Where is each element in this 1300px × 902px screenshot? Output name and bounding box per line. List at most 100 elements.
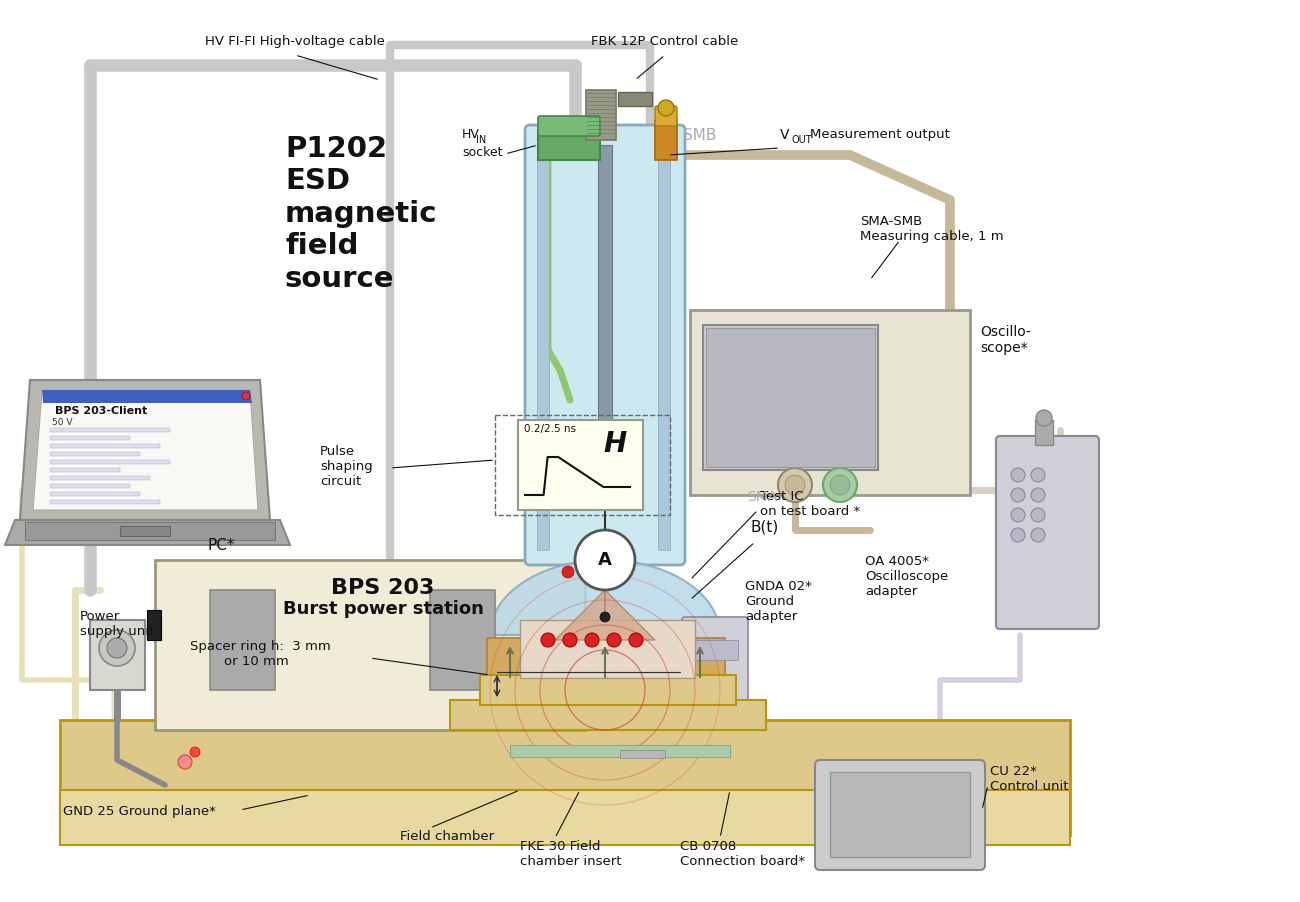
FancyBboxPatch shape: [815, 760, 985, 870]
Text: FBK 12P Control cable: FBK 12P Control cable: [592, 35, 738, 48]
Circle shape: [658, 100, 673, 116]
Bar: [655, 120, 677, 160]
Bar: [25, 522, 276, 540]
Bar: [120, 526, 170, 536]
FancyBboxPatch shape: [655, 106, 677, 126]
Bar: [49, 468, 120, 472]
Bar: [537, 145, 549, 550]
Text: SMA-SMB
Measuring cable, 1 m: SMA-SMB Measuring cable, 1 m: [861, 215, 1004, 243]
Polygon shape: [32, 390, 257, 510]
Circle shape: [178, 755, 192, 769]
Text: CU 22*
Control unit: CU 22* Control unit: [991, 765, 1069, 793]
Circle shape: [1031, 488, 1045, 502]
Bar: [690, 310, 970, 495]
Text: V: V: [780, 128, 789, 142]
Bar: [49, 484, 130, 488]
Text: Pulse
shaping
circuit: Pulse shaping circuit: [320, 445, 373, 488]
Bar: [60, 720, 1070, 835]
Text: B(t): B(t): [750, 520, 779, 535]
Text: H: H: [603, 430, 627, 458]
Bar: [49, 492, 140, 496]
Bar: [49, 452, 140, 456]
Circle shape: [1031, 528, 1045, 542]
Bar: [495, 415, 670, 515]
Circle shape: [562, 566, 575, 578]
Text: BPS 203: BPS 203: [332, 578, 434, 598]
Bar: [49, 460, 170, 464]
Text: P1202
ESD
magnetic
field
source: P1202 ESD magnetic field source: [285, 135, 438, 292]
Text: Power
supply unit: Power supply unit: [81, 610, 155, 638]
Bar: [450, 700, 766, 730]
Bar: [1035, 420, 1053, 445]
Circle shape: [107, 638, 127, 658]
Circle shape: [601, 612, 610, 622]
Bar: [620, 750, 666, 758]
Bar: [60, 790, 1070, 845]
Bar: [517, 420, 644, 510]
Text: OA 4005*
Oscilloscope
adapter: OA 4005* Oscilloscope adapter: [864, 555, 948, 598]
Text: BPS 203-Client: BPS 203-Client: [55, 406, 147, 416]
Bar: [658, 145, 670, 550]
Bar: [510, 745, 731, 757]
Bar: [49, 428, 170, 432]
Circle shape: [629, 633, 644, 647]
FancyBboxPatch shape: [538, 116, 601, 136]
Circle shape: [785, 475, 805, 495]
Circle shape: [1036, 410, 1052, 426]
Bar: [618, 92, 653, 106]
FancyBboxPatch shape: [996, 436, 1098, 629]
Circle shape: [1031, 508, 1045, 522]
Bar: [685, 638, 725, 713]
Circle shape: [607, 633, 621, 647]
Circle shape: [541, 633, 555, 647]
Circle shape: [1011, 528, 1024, 542]
Bar: [520, 620, 696, 678]
Bar: [706, 328, 875, 467]
Circle shape: [575, 530, 634, 590]
Circle shape: [1011, 468, 1024, 482]
Bar: [430, 590, 495, 690]
Circle shape: [190, 747, 200, 757]
Text: GND 25 Ground plane*: GND 25 Ground plane*: [62, 805, 216, 818]
Text: HV: HV: [462, 128, 480, 141]
Text: socket: socket: [462, 146, 503, 159]
Bar: [211, 590, 276, 690]
Bar: [690, 640, 738, 660]
Text: SMB: SMB: [682, 128, 716, 143]
Bar: [829, 772, 970, 857]
Text: Oscillo-
scope*: Oscillo- scope*: [980, 325, 1031, 355]
Circle shape: [563, 633, 577, 647]
Polygon shape: [42, 390, 252, 403]
Bar: [49, 444, 160, 448]
Circle shape: [1031, 468, 1045, 482]
Text: OUT: OUT: [792, 135, 812, 145]
FancyBboxPatch shape: [525, 125, 685, 565]
Bar: [480, 675, 736, 705]
Polygon shape: [20, 380, 270, 520]
Polygon shape: [555, 590, 655, 640]
Text: Field chamber: Field chamber: [400, 830, 494, 843]
Text: PC*: PC*: [208, 538, 235, 553]
Circle shape: [242, 392, 250, 400]
Text: IN: IN: [476, 135, 486, 145]
Bar: [49, 500, 160, 504]
Circle shape: [777, 468, 812, 502]
Bar: [155, 560, 585, 730]
Bar: [147, 610, 161, 640]
Bar: [90, 620, 146, 690]
FancyBboxPatch shape: [682, 617, 747, 713]
Polygon shape: [5, 520, 290, 545]
Circle shape: [99, 630, 135, 666]
Text: GNDA 02*
Ground
adapter: GNDA 02* Ground adapter: [745, 580, 812, 623]
Text: Burst power station: Burst power station: [282, 600, 484, 618]
Bar: [598, 145, 612, 505]
Text: CB 0708
Connection board*: CB 0708 Connection board*: [680, 840, 805, 868]
Circle shape: [823, 468, 857, 502]
Text: FKE 30 Field
chamber insert: FKE 30 Field chamber insert: [520, 840, 621, 868]
Circle shape: [829, 475, 850, 495]
Circle shape: [585, 633, 599, 647]
Polygon shape: [490, 560, 720, 635]
Text: 0.2/2.5 ns: 0.2/2.5 ns: [524, 424, 576, 434]
Bar: [586, 90, 616, 140]
Bar: [49, 436, 130, 440]
